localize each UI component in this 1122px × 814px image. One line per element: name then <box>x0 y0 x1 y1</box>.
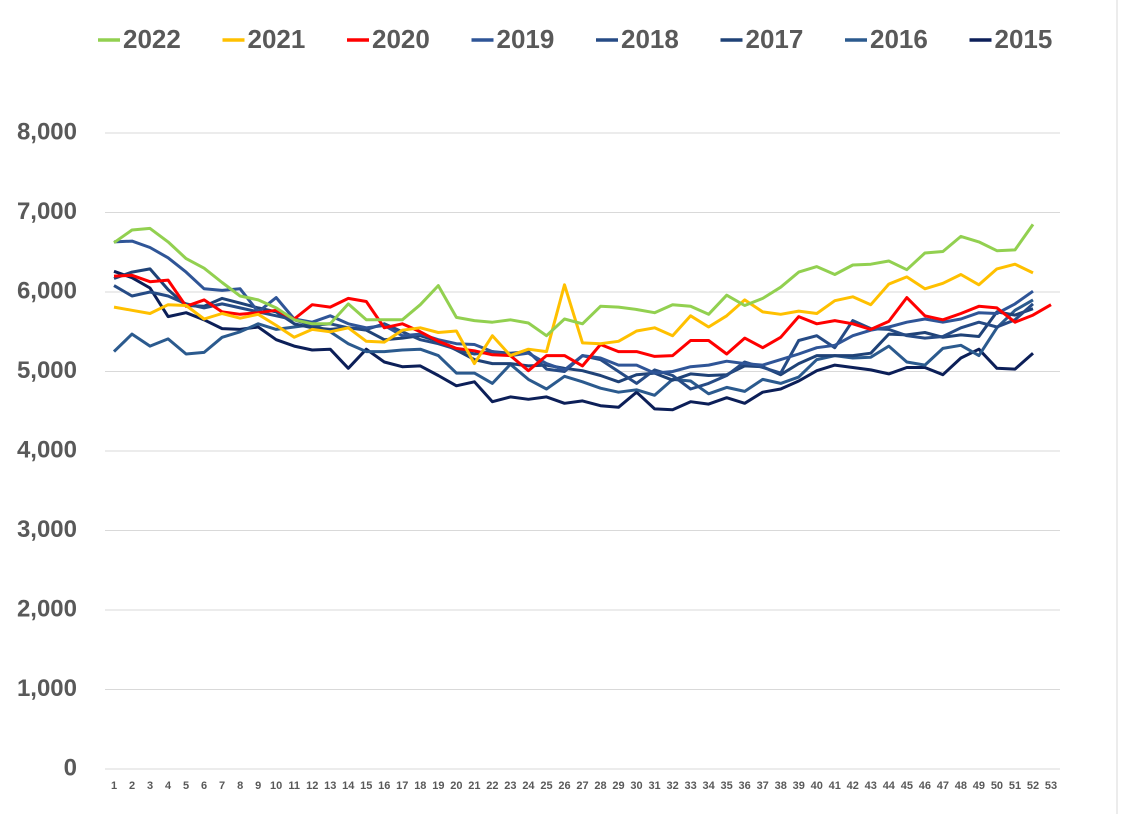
y-tick-label: 3,000 <box>17 516 77 543</box>
x-tick-label: 19 <box>432 780 444 792</box>
y-tick-label: 4,000 <box>17 436 77 463</box>
x-tick-label: 50 <box>991 780 1003 792</box>
y-tick-label: 5,000 <box>17 357 77 384</box>
x-tick-label: 45 <box>901 780 913 792</box>
x-tick-label: 36 <box>739 780 751 792</box>
series-line <box>113 262 1034 366</box>
x-tick-label: 51 <box>1009 780 1021 792</box>
x-tick-label: 10 <box>270 780 282 792</box>
x-tick-label: 3 <box>147 780 153 792</box>
x-tick-label: 35 <box>721 780 733 792</box>
y-tick-label: 7,000 <box>17 198 77 225</box>
x-tick-label: 47 <box>937 780 949 792</box>
y-tick-label: 2,000 <box>17 595 77 622</box>
x-tick-label: 5 <box>183 780 189 792</box>
x-tick-label: 12 <box>306 780 318 792</box>
x-tick-label: 40 <box>811 780 823 792</box>
x-tick-label: 11 <box>288 780 300 792</box>
legend-label: 2020 <box>372 24 430 54</box>
x-tick-label: 16 <box>378 780 390 792</box>
x-tick-label: 7 <box>219 780 225 792</box>
x-tick-label: 39 <box>793 780 805 792</box>
series-line <box>113 269 1034 412</box>
y-tick-label: 1,000 <box>17 675 77 702</box>
x-tick-label: 46 <box>919 780 931 792</box>
x-tick-label: 48 <box>955 780 967 792</box>
x-tick-label: 49 <box>973 780 985 792</box>
x-tick-label: 32 <box>666 780 678 792</box>
x-tick-label: 31 <box>648 780 660 792</box>
x-tick-label: 30 <box>630 780 642 792</box>
series-line <box>112 298 1034 397</box>
x-tick-label: 2 <box>129 780 135 792</box>
x-tick-label: 44 <box>883 780 896 792</box>
x-tick-label: 4 <box>165 780 172 792</box>
x-tick-label: 17 <box>396 780 408 792</box>
legend-label: 2018 <box>621 24 679 54</box>
x-tick-label: 15 <box>360 780 372 792</box>
legend-label: 2016 <box>870 24 928 54</box>
x-tick-label: 18 <box>414 780 426 792</box>
legend-label: 2022 <box>123 24 181 54</box>
x-tick-label: 27 <box>576 780 588 792</box>
series-line <box>113 273 1052 373</box>
x-tick-label: 25 <box>540 780 552 792</box>
x-tick-label: 53 <box>1045 780 1057 792</box>
x-tick-label: 22 <box>486 780 498 792</box>
x-tick-label: 33 <box>684 780 696 792</box>
x-tick-label: 26 <box>558 780 570 792</box>
x-tick-label: 42 <box>847 780 859 792</box>
x-tick-label: 24 <box>522 780 535 792</box>
legend-label: 2019 <box>497 24 555 54</box>
x-tick-label: 28 <box>594 780 606 792</box>
x-tick-label: 23 <box>504 780 516 792</box>
series-line <box>113 223 1035 338</box>
x-tick-label: 52 <box>1027 780 1039 792</box>
x-tick-label: 1 <box>111 780 117 792</box>
x-tick-label: 14 <box>342 780 355 792</box>
legend-label: 2021 <box>248 24 306 54</box>
series-line <box>113 284 1034 391</box>
y-tick-label: 6,000 <box>17 277 77 304</box>
legend-label: 2015 <box>995 24 1053 54</box>
x-tick-label: 37 <box>757 780 769 792</box>
x-tick-label: 20 <box>450 780 462 792</box>
x-tick-label: 43 <box>865 780 877 792</box>
x-tick-label: 6 <box>201 780 207 792</box>
x-tick-label: 21 <box>468 780 480 792</box>
series-line <box>113 267 1034 384</box>
x-tick-label: 29 <box>612 780 624 792</box>
legend-label: 2017 <box>746 24 804 54</box>
x-tick-label: 34 <box>703 780 716 792</box>
x-tick-label: 8 <box>237 780 243 792</box>
x-tick-label: 38 <box>775 780 787 792</box>
x-tick-label: 13 <box>324 780 336 792</box>
x-tick-label: 41 <box>829 780 841 792</box>
x-tick-label: 9 <box>255 780 261 792</box>
y-tick-label: 0 <box>64 754 77 781</box>
y-tick-label: 8,000 <box>17 118 77 145</box>
